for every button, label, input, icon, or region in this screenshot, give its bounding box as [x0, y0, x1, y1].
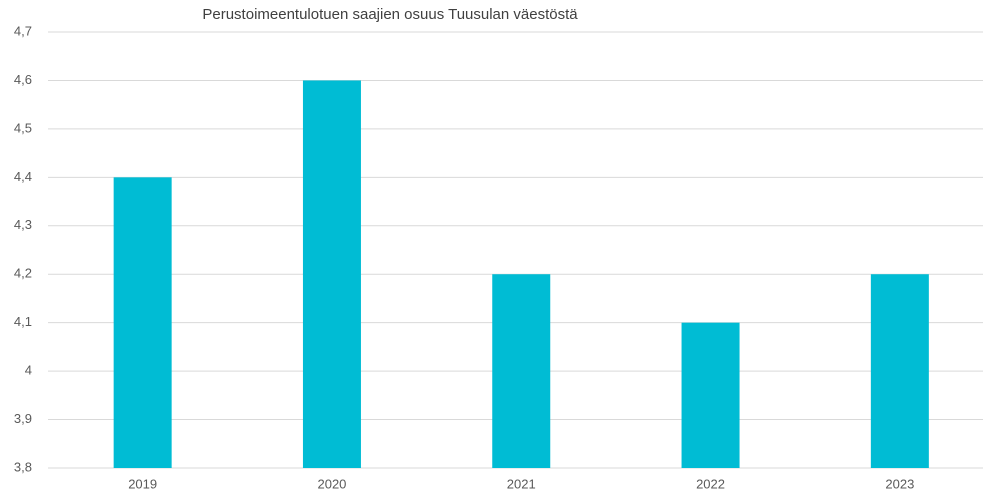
x-tick-label: 2022 — [696, 476, 725, 491]
y-tick-label: 4,3 — [14, 217, 32, 232]
chart-title: Perustoimeentulotuen saajien osuus Tuusu… — [202, 6, 578, 23]
bar — [302, 80, 361, 468]
bar — [113, 177, 172, 469]
x-tick-label: 2020 — [317, 476, 346, 491]
y-tick-label: 3,8 — [14, 459, 32, 474]
y-tick-label: 4,4 — [14, 169, 32, 184]
bar — [870, 274, 929, 468]
y-tick-label: 4,2 — [14, 266, 32, 281]
x-tick-label: 2021 — [507, 476, 536, 491]
y-tick-label: 4,5 — [14, 120, 32, 135]
y-tick-label: 3,9 — [14, 411, 32, 426]
x-tick-label: 2019 — [128, 476, 157, 491]
y-tick-label: 4,7 — [14, 23, 32, 38]
y-tick-label: 4,1 — [14, 314, 32, 329]
x-tick-label: 2023 — [885, 476, 914, 491]
y-tick-label: 4,6 — [14, 72, 32, 87]
y-tick-label: 4 — [25, 363, 32, 378]
bar — [681, 322, 740, 468]
bar — [492, 274, 551, 468]
